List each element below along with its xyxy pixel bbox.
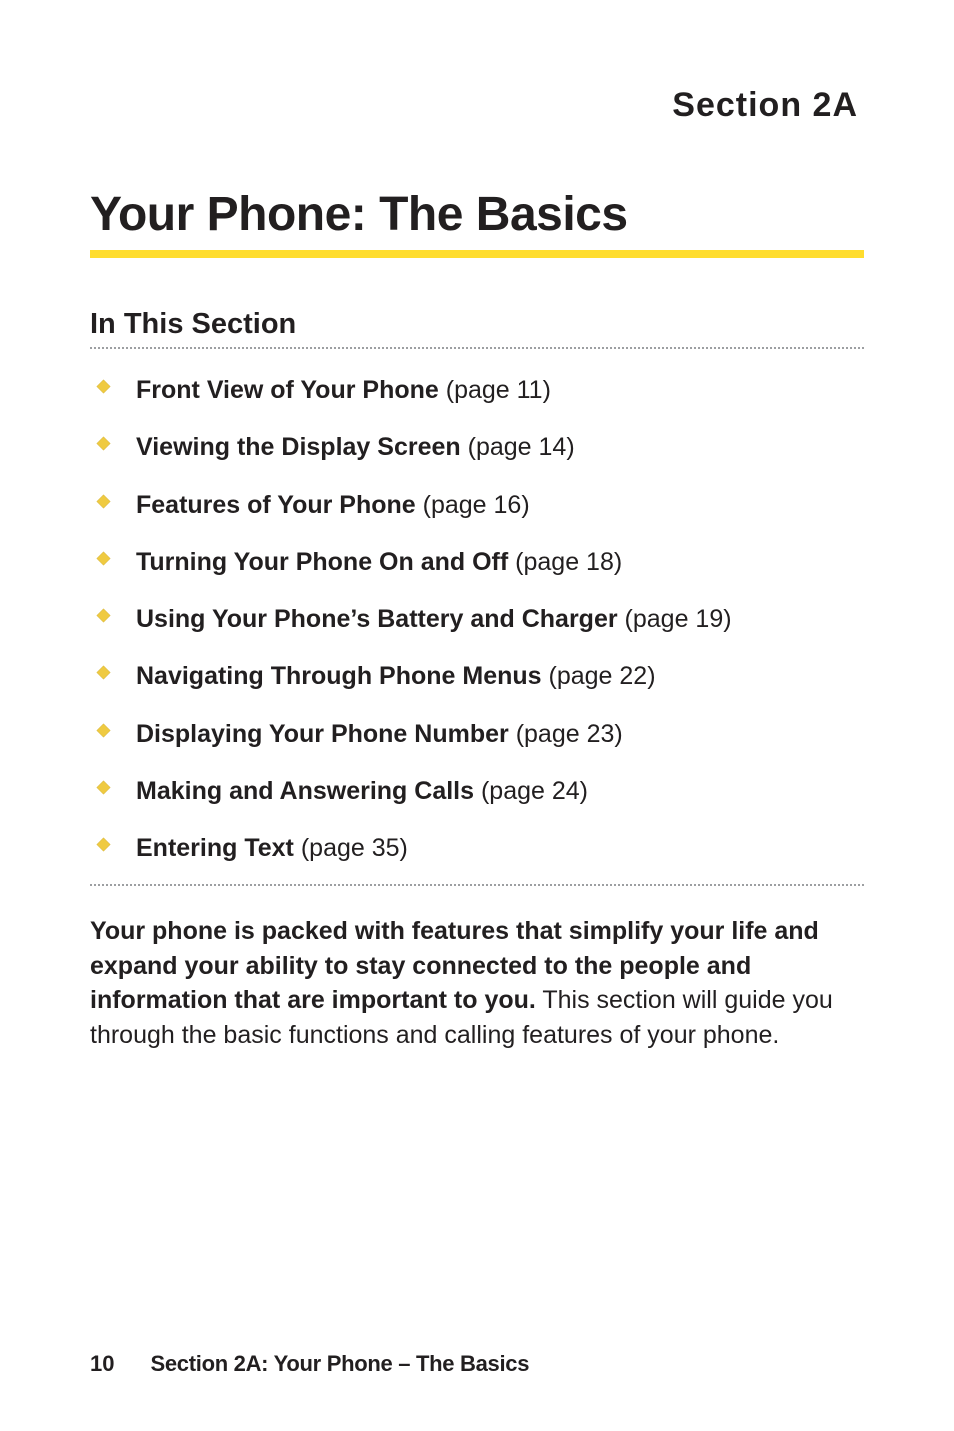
- toc-item-label: Using Your Phone’s Battery and Charger: [136, 605, 618, 633]
- toc-item-label: Features of Your Phone: [136, 491, 416, 519]
- diamond-icon: [96, 604, 136, 623]
- divider-top: [90, 347, 864, 349]
- footer-text: Section 2A: Your Phone – The Basics: [150, 1351, 529, 1376]
- toc-item-label: Navigating Through Phone Menus: [136, 662, 542, 690]
- toc-list: Front View of Your Phone (page 11) Viewin…: [96, 363, 864, 878]
- toc-item-label: Making and Answering Calls: [136, 777, 474, 805]
- diamond-icon: [96, 432, 136, 451]
- diamond-icon: [96, 375, 136, 394]
- diamond-icon: [96, 833, 136, 852]
- diamond-icon: [96, 661, 136, 680]
- toc-item-page: (page 22): [549, 662, 656, 690]
- toc-item-page: (page 11): [446, 376, 551, 404]
- toc-item-label: Entering Text: [136, 834, 294, 862]
- in-this-section-heading: In This Section: [90, 308, 864, 341]
- toc-item-label: Viewing the Display Screen: [136, 433, 461, 461]
- toc-item-page: (page 14): [468, 433, 575, 461]
- toc-item-label: Displaying Your Phone Number: [136, 720, 509, 748]
- toc-item: Displaying Your Phone Number (page 23): [96, 707, 864, 764]
- page: Section 2A Your Phone: The Basics In Thi…: [0, 0, 954, 1431]
- divider-bottom: [90, 884, 864, 886]
- toc-item-page: (page 18): [515, 548, 622, 576]
- toc-item-text: Entering Text (page 35): [136, 833, 408, 864]
- toc-item: Using Your Phone’s Battery and Charger (…: [96, 592, 864, 649]
- toc-item-text: Front View of Your Phone (page 11): [136, 375, 551, 406]
- page-footer: 10 Section 2A: Your Phone – The Basics: [90, 1351, 529, 1377]
- diamond-icon: [96, 776, 136, 795]
- toc-item: Entering Text (page 35): [96, 821, 864, 878]
- page-title: Your Phone: The Basics: [90, 187, 864, 242]
- toc-item: Navigating Through Phone Menus (page 22): [96, 649, 864, 706]
- toc-item-page: (page 19): [625, 605, 732, 633]
- toc-item: Turning Your Phone On and Off (page 18): [96, 535, 864, 592]
- toc-item-text: Navigating Through Phone Menus (page 22): [136, 661, 656, 692]
- toc-item-label: Turning Your Phone On and Off: [136, 548, 508, 576]
- diamond-icon: [96, 719, 136, 738]
- intro-paragraph: Your phone is packed with features that …: [90, 914, 864, 1052]
- toc-item-label: Front View of Your Phone: [136, 376, 439, 404]
- toc-item-text: Displaying Your Phone Number (page 23): [136, 719, 623, 750]
- toc-item: Front View of Your Phone (page 11): [96, 363, 864, 420]
- title-underline: [90, 250, 864, 258]
- diamond-icon: [96, 547, 136, 566]
- toc-item-text: Features of Your Phone (page 16): [136, 490, 530, 521]
- toc-item-page: (page 24): [481, 777, 588, 805]
- toc-item-page: (page 23): [516, 720, 623, 748]
- page-number: 10: [90, 1351, 114, 1376]
- toc-item: Features of Your Phone (page 16): [96, 478, 864, 535]
- toc-item-page: (page 16): [423, 491, 530, 519]
- toc-item: Making and Answering Calls (page 24): [96, 764, 864, 821]
- diamond-icon: [96, 490, 136, 509]
- toc-item-page: (page 35): [301, 834, 408, 862]
- toc-item-text: Using Your Phone’s Battery and Charger (…: [136, 604, 732, 635]
- toc-item-text: Viewing the Display Screen (page 14): [136, 432, 575, 463]
- toc-item-text: Making and Answering Calls (page 24): [136, 776, 588, 807]
- section-label: Section 2A: [90, 86, 858, 125]
- toc-item: Viewing the Display Screen (page 14): [96, 420, 864, 477]
- toc-item-text: Turning Your Phone On and Off (page 18): [136, 547, 622, 578]
